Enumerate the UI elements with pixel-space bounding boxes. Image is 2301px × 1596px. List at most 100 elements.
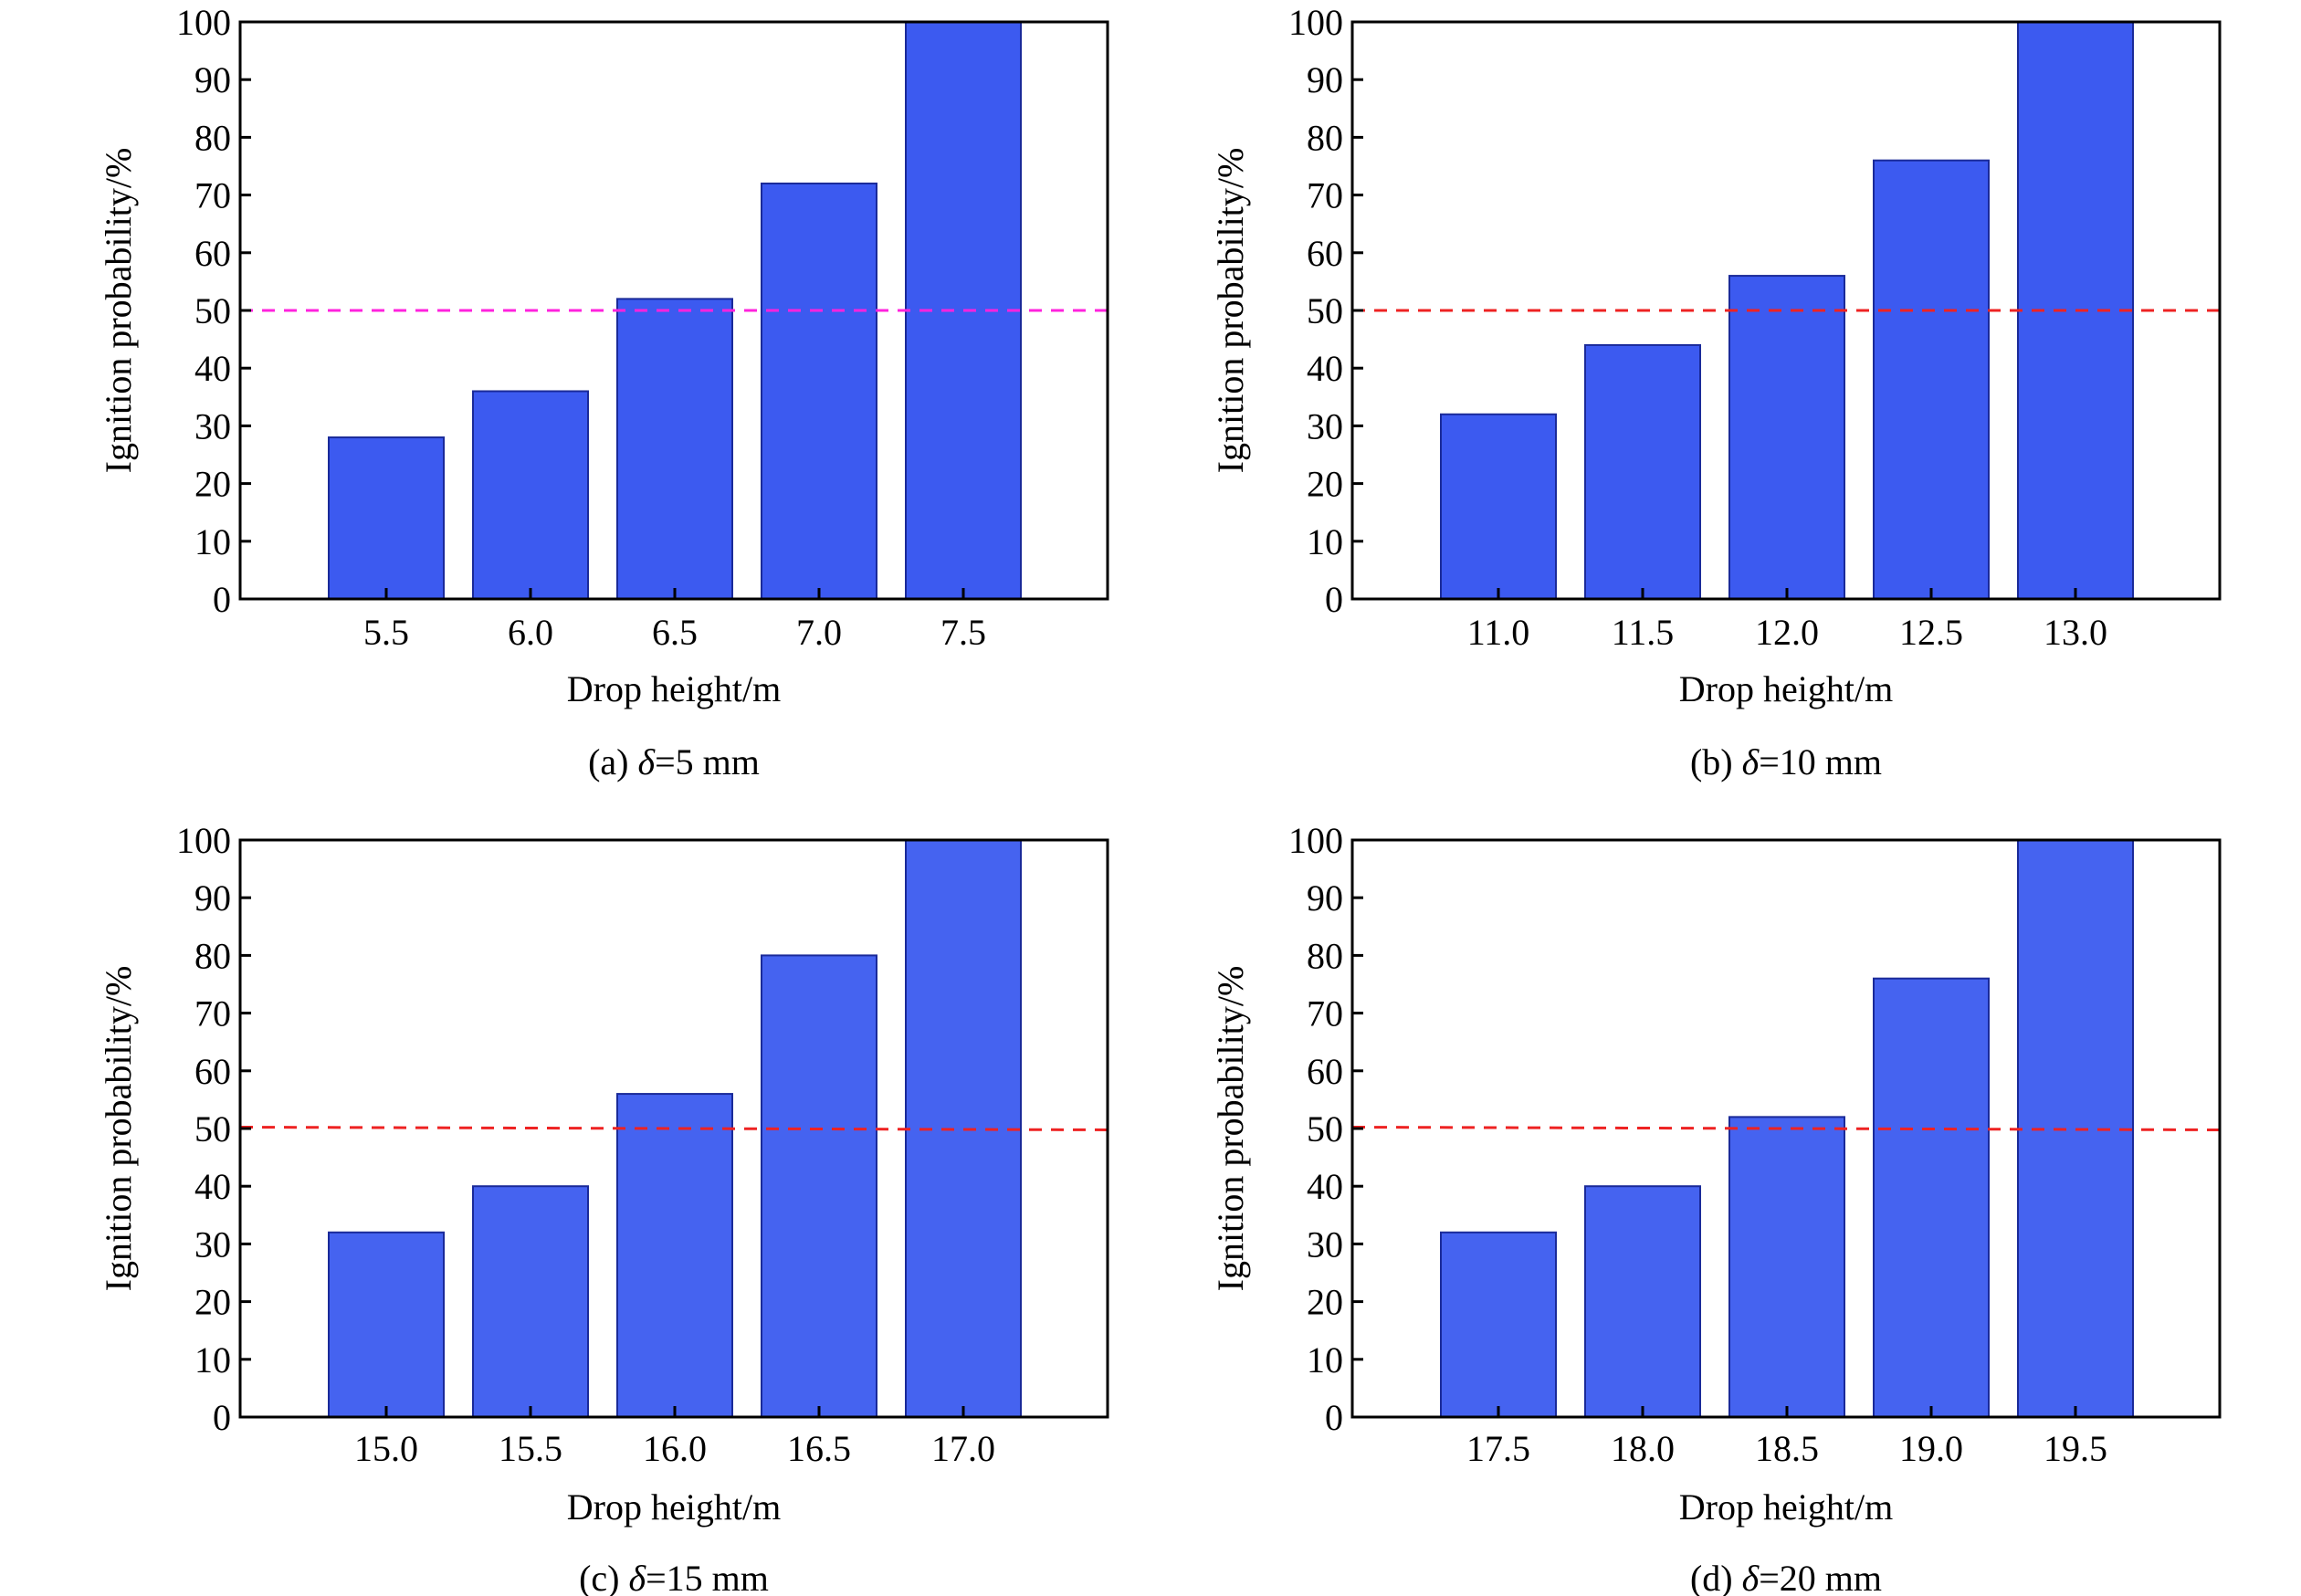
y-tick-label: 30: [194, 1223, 231, 1265]
bar-15.5: [472, 1185, 589, 1418]
caption-prefix: (a): [588, 741, 637, 782]
caption-suffix: =20 mm: [1759, 1558, 1882, 1596]
y-tick-label: 60: [1307, 1051, 1343, 1092]
x-tick-label: 16.5: [787, 1428, 851, 1469]
bar-12.0: [1728, 275, 1845, 600]
x-tick-label: 5.5: [363, 612, 409, 653]
caption-prefix: (b): [1690, 741, 1742, 782]
bar-19.0: [1873, 977, 1990, 1419]
y-tick-label: 30: [1307, 405, 1343, 446]
x-tick-label: 12.0: [1755, 612, 1819, 653]
caption-symbol: δ: [1742, 1558, 1760, 1596]
x-tick-label: 17.5: [1466, 1428, 1530, 1469]
y-tick-label: 100: [1288, 2, 1343, 43]
x-tick-label: 19.0: [1899, 1428, 1963, 1469]
y-tick-label: 40: [194, 1166, 231, 1207]
y-tick-label: 80: [1307, 117, 1343, 158]
chart-caption: (b) δ=10 mm: [1690, 741, 1882, 782]
y-tick-label: 10: [194, 1339, 231, 1381]
bar-6.5: [616, 298, 733, 600]
x-tick-label: 19.5: [2044, 1428, 2107, 1469]
y-tick-label: 50: [194, 1108, 231, 1150]
x-tick-label: 12.5: [1899, 612, 1963, 653]
chart-panel-a: 0 10 20 30 40 50 60 70 80 90 100 5.5 6.0 6.5 7.0 7.5 Dro…: [98, 2, 1109, 782]
y-tick-label: 70: [1307, 993, 1343, 1034]
bar-7.0: [761, 182, 877, 601]
y-tick-label: 10: [1307, 1339, 1343, 1381]
x-tick-label: 7.5: [940, 612, 986, 653]
x-tick-label: 15.5: [499, 1428, 562, 1469]
caption-prefix: (c): [579, 1558, 628, 1596]
y-tick-label: 90: [194, 877, 231, 919]
y-tick-label: 10: [1307, 521, 1343, 562]
y-tick-label: 20: [194, 464, 231, 505]
x-tick-label: 15.0: [354, 1428, 418, 1469]
x-tick-label: 7.0: [796, 612, 842, 653]
y-tick-label: 80: [1307, 935, 1343, 976]
chart-panel-d: 0 10 20 30 40 50 60 70 80 90 100 17.5 18.0 18.5 19.0 19…: [1210, 820, 2222, 1596]
y-tick-label: 20: [1307, 1282, 1343, 1323]
chart-caption: (a) δ=5 mm: [588, 741, 760, 782]
y-tick-label: 40: [194, 348, 231, 389]
x-axis-label: Drop height/m: [567, 1486, 781, 1528]
bar-11.5: [1584, 343, 1701, 600]
y-tick-label: 0: [213, 579, 231, 620]
caption-suffix: =15 mm: [646, 1558, 769, 1596]
y-tick-label: 50: [1307, 290, 1343, 331]
y-axis-label: Ignition probability/%: [98, 148, 139, 474]
y-tick-label: 90: [1307, 877, 1343, 919]
bar-17.5: [1440, 1231, 1557, 1419]
caption-prefix: (d): [1690, 1558, 1742, 1596]
y-tick-label: 40: [1307, 348, 1343, 389]
y-tick-label: 10: [194, 521, 231, 562]
x-tick-label: 6.5: [652, 612, 698, 653]
y-tick-label: 90: [194, 59, 231, 100]
y-tick-label: 100: [176, 820, 231, 861]
x-tick-label: 17.0: [931, 1428, 995, 1469]
caption-symbol: δ: [629, 1558, 647, 1596]
x-tick-label: 16.0: [643, 1428, 707, 1469]
chart-caption: (c) δ=15 mm: [579, 1558, 769, 1596]
chart-panel-b: 0 10 20 30 40 50 60 70 80 90 100 11.0 11.5 12.0 12.5 13…: [1210, 2, 2222, 782]
y-tick-label: 0: [213, 1397, 231, 1438]
bar-5.5: [328, 436, 445, 601]
y-tick-label: 90: [1307, 59, 1343, 100]
caption-symbol: δ: [638, 741, 657, 782]
bar-18.0: [1584, 1185, 1701, 1418]
caption-suffix: =10 mm: [1759, 741, 1882, 782]
y-tick-label: 70: [194, 175, 231, 216]
y-tick-label: 40: [1307, 1166, 1343, 1207]
caption-suffix: =5 mm: [655, 741, 760, 782]
reference-line-50: [239, 1126, 1116, 1131]
x-tick-label: 18.0: [1611, 1428, 1675, 1469]
y-tick-label: 60: [194, 233, 231, 274]
chart-caption: (d) δ=20 mm: [1690, 1558, 1882, 1596]
x-tick-label: 11.5: [1612, 612, 1675, 653]
bar-15.0: [328, 1231, 445, 1419]
y-tick-label: 80: [194, 935, 231, 976]
y-tick-label: 60: [1307, 233, 1343, 274]
y-tick-label: 20: [194, 1282, 231, 1323]
y-tick-label: 30: [194, 405, 231, 446]
x-tick-label: 18.5: [1755, 1428, 1819, 1469]
y-tick-label: 30: [1307, 1223, 1343, 1265]
y-tick-label: 50: [194, 290, 231, 331]
y-tick-label: 60: [194, 1051, 231, 1092]
chart-panel-c: 0 10 20 30 40 50 60 70 80 90 100 15.0 15.5 16.0 16.5 17…: [98, 820, 1116, 1596]
y-tick-label: 0: [1325, 1397, 1343, 1438]
y-tick-label: 0: [1325, 579, 1343, 620]
x-tick-label: 11.0: [1467, 612, 1530, 653]
y-axis-label: Ignition probability/%: [1210, 966, 1251, 1292]
caption-symbol: δ: [1742, 741, 1760, 782]
bar-12.5: [1873, 159, 1990, 600]
y-tick-label: 100: [176, 2, 231, 43]
bar-6.0: [472, 390, 589, 601]
bar-16.0: [616, 1093, 733, 1418]
x-axis-label: Drop height/m: [1679, 1486, 1893, 1528]
bar-16.5: [761, 954, 877, 1419]
x-tick-label: 13.0: [2044, 612, 2107, 653]
y-tick-label: 20: [1307, 464, 1343, 505]
y-tick-label: 70: [1307, 175, 1343, 216]
y-axis-label: Ignition probability/%: [98, 966, 139, 1292]
